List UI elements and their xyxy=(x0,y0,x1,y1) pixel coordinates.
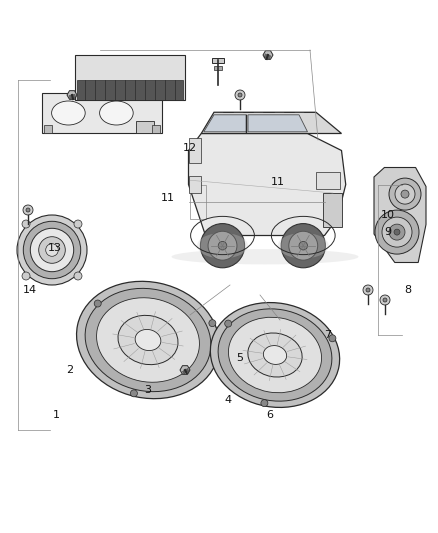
Bar xyxy=(75,55,185,100)
Text: 11: 11 xyxy=(161,193,175,203)
Ellipse shape xyxy=(208,231,237,260)
Text: 4: 4 xyxy=(224,395,232,405)
Circle shape xyxy=(30,228,74,272)
Circle shape xyxy=(383,298,387,302)
Circle shape xyxy=(131,390,138,397)
Bar xyxy=(214,66,222,70)
Bar xyxy=(296,152,340,175)
Circle shape xyxy=(39,237,65,263)
Ellipse shape xyxy=(296,161,340,174)
Circle shape xyxy=(303,144,333,175)
Bar xyxy=(190,184,205,219)
Ellipse shape xyxy=(289,231,318,260)
Circle shape xyxy=(23,205,33,215)
Polygon shape xyxy=(44,125,52,133)
Circle shape xyxy=(225,320,232,327)
Text: 9: 9 xyxy=(385,227,392,237)
Ellipse shape xyxy=(248,333,302,377)
Text: 3: 3 xyxy=(145,385,152,395)
Text: 8: 8 xyxy=(404,285,412,295)
Circle shape xyxy=(238,93,242,97)
Ellipse shape xyxy=(278,233,329,259)
Polygon shape xyxy=(67,91,77,99)
Bar xyxy=(316,172,340,189)
Ellipse shape xyxy=(210,303,339,407)
Circle shape xyxy=(299,241,307,250)
Circle shape xyxy=(389,178,421,210)
Ellipse shape xyxy=(229,317,321,393)
Polygon shape xyxy=(204,115,246,132)
Bar xyxy=(42,93,162,133)
Circle shape xyxy=(382,217,412,247)
Ellipse shape xyxy=(218,309,332,401)
Circle shape xyxy=(46,244,58,256)
Circle shape xyxy=(380,295,390,305)
Ellipse shape xyxy=(263,345,286,365)
Bar xyxy=(77,80,183,100)
Circle shape xyxy=(375,210,419,254)
Ellipse shape xyxy=(52,101,85,125)
Ellipse shape xyxy=(296,146,340,159)
Text: 1: 1 xyxy=(53,410,60,420)
Circle shape xyxy=(235,90,245,100)
Ellipse shape xyxy=(135,329,161,351)
Text: 11: 11 xyxy=(271,177,285,187)
Circle shape xyxy=(395,184,415,204)
Text: 10: 10 xyxy=(381,210,395,220)
Circle shape xyxy=(363,285,373,295)
Circle shape xyxy=(26,208,30,212)
Circle shape xyxy=(23,221,81,279)
Text: 5: 5 xyxy=(237,353,244,363)
Ellipse shape xyxy=(172,249,358,264)
Circle shape xyxy=(261,400,268,407)
Circle shape xyxy=(17,215,87,285)
Ellipse shape xyxy=(201,224,244,268)
Circle shape xyxy=(310,152,326,168)
Text: 7: 7 xyxy=(325,330,332,340)
Text: 6: 6 xyxy=(266,410,273,420)
Ellipse shape xyxy=(281,224,325,268)
Text: 13: 13 xyxy=(48,243,62,253)
Ellipse shape xyxy=(99,101,133,125)
Bar xyxy=(212,58,224,63)
Bar xyxy=(188,138,201,163)
Ellipse shape xyxy=(197,233,248,259)
Circle shape xyxy=(74,220,82,228)
Ellipse shape xyxy=(118,316,178,365)
Polygon shape xyxy=(374,167,426,262)
Circle shape xyxy=(218,241,227,250)
Bar xyxy=(136,121,154,133)
Polygon shape xyxy=(188,133,346,236)
Ellipse shape xyxy=(77,281,219,399)
Circle shape xyxy=(401,190,409,198)
Text: 12: 12 xyxy=(183,143,197,153)
Circle shape xyxy=(74,272,82,280)
Circle shape xyxy=(209,320,216,327)
Polygon shape xyxy=(263,51,273,59)
Polygon shape xyxy=(152,125,160,133)
Circle shape xyxy=(394,229,400,235)
Polygon shape xyxy=(248,115,307,132)
Ellipse shape xyxy=(85,288,211,392)
Circle shape xyxy=(389,224,405,240)
Circle shape xyxy=(366,288,370,292)
Circle shape xyxy=(22,272,30,280)
Bar xyxy=(323,193,342,227)
Text: 2: 2 xyxy=(67,365,74,375)
Circle shape xyxy=(22,220,30,228)
Text: 14: 14 xyxy=(23,285,37,295)
Ellipse shape xyxy=(96,298,199,382)
Polygon shape xyxy=(180,366,190,374)
Bar xyxy=(188,176,201,193)
Circle shape xyxy=(329,335,336,342)
Circle shape xyxy=(315,157,321,163)
Polygon shape xyxy=(201,112,342,133)
Circle shape xyxy=(94,300,101,307)
